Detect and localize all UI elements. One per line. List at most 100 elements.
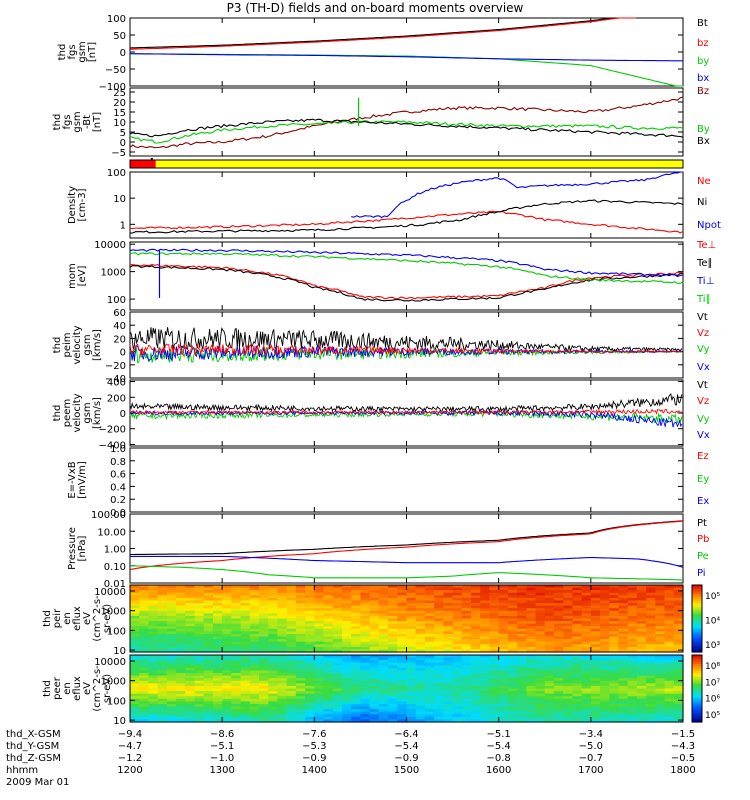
spectrogram-cell: [130, 662, 140, 666]
spectrogram-cell: [489, 615, 500, 620]
spectrogram-cell: [240, 667, 251, 672]
spectrogram-cell: [378, 716, 389, 721]
spectrogram-cell: [471, 633, 481, 638]
spectrogram-cell: [286, 714, 297, 718]
spectrogram-cell: [378, 685, 389, 690]
spectrogram-cell: [618, 688, 629, 692]
spectrogram-cell: [212, 680, 223, 684]
spectrogram-cell: [388, 709, 398, 713]
spectrogram-cell: [259, 670, 269, 674]
spectrogram-cell: [526, 670, 537, 674]
spectrogram-cell: [636, 600, 647, 604]
spectrogram-cell: [434, 714, 444, 718]
spectrogram-cell: [139, 670, 150, 674]
spectrogram-cell: [406, 688, 417, 692]
spectrogram-cell: [203, 709, 214, 713]
spectrogram-cell: [655, 615, 666, 620]
spectrogram-cell: [240, 605, 251, 609]
y-tick-label: 1000: [101, 607, 126, 618]
spectrogram-cell: [185, 587, 196, 591]
y-tick-label: 5: [120, 128, 126, 139]
spectrogram-cell: [166, 662, 177, 666]
y-axis-label: sr-eV): [102, 674, 113, 703]
spectrogram-cell: [166, 618, 177, 622]
spectrogram-cell: [600, 706, 610, 710]
spectrogram-cell: [609, 662, 620, 666]
spectrogram-cell: [231, 719, 242, 723]
spectrogram-cell: [590, 688, 601, 692]
spectrogram-cell: [609, 603, 620, 607]
spectrogram-cell: [222, 587, 232, 591]
spectrogram-cell: [295, 696, 306, 700]
y-tick-label: 1: [120, 220, 126, 231]
legend-entry-0: Bt: [697, 18, 708, 29]
spectrogram-cell: [600, 665, 610, 669]
spectrogram-cell: [231, 701, 242, 705]
spectrogram-cell: [305, 636, 315, 640]
spectrogram-cell: [130, 649, 140, 653]
spectrogram-cell: [480, 719, 491, 723]
spectrogram-cell: [166, 626, 177, 630]
spectrogram-cell: [636, 633, 647, 638]
spectrogram-cell: [517, 675, 527, 679]
spectrogram-cell: [581, 696, 592, 700]
spectrogram-cell: [332, 670, 343, 674]
spectrogram-cell: [222, 603, 232, 607]
spectrogram-cell: [351, 670, 362, 674]
spectrogram-cell: [185, 597, 196, 602]
spectrogram-cell: [360, 693, 371, 697]
spectrogram-cell: [388, 706, 398, 710]
spectrogram-cell: [424, 667, 435, 672]
spectrogram-cell: [166, 623, 177, 627]
spectrogram-cell: [212, 592, 223, 596]
spectrogram-cell: [498, 631, 509, 635]
spectrogram-cell: [148, 615, 159, 620]
spectrogram-cell: [526, 636, 537, 640]
spectrogram-cell: [157, 595, 168, 599]
spectrogram-cell: [609, 701, 620, 705]
colorbar-cell: [692, 708, 702, 712]
spectrogram-cell: [157, 693, 168, 697]
spectrogram-cell: [581, 623, 592, 627]
spectrogram-cell: [544, 662, 555, 666]
y-tick-label: 0: [120, 48, 126, 59]
spectrogram-cell: [185, 641, 196, 645]
spectrogram-cell: [166, 597, 177, 602]
spectrogram-cell: [553, 597, 564, 602]
spectrogram-cell: [295, 603, 306, 607]
spectrogram-cell: [203, 592, 214, 596]
colorbar-cell: [692, 587, 702, 591]
spectrogram-cell: [590, 711, 601, 715]
spectrogram-cell: [471, 670, 481, 674]
spectrogram-cell: [627, 673, 638, 677]
spectrogram-cell: [148, 673, 159, 677]
spectrogram-cell: [378, 670, 389, 674]
spectrogram-cell: [231, 615, 242, 620]
spectrogram-cell: [434, 605, 444, 609]
spectrogram-cell: [443, 600, 454, 604]
spectrogram-cell: [185, 670, 196, 674]
spectrogram-cell: [517, 673, 527, 677]
spectrogram-cell: [369, 613, 380, 617]
spectrogram-cell: [581, 641, 592, 645]
spectrogram-cell: [203, 605, 214, 609]
spectrogram-cell: [185, 698, 196, 702]
spectrogram-cell: [332, 597, 343, 602]
spectrogram-cell: [268, 670, 279, 674]
spectrogram-cell: [378, 680, 389, 684]
spectrogram-cell: [563, 693, 573, 697]
spectrogram-cell: [544, 631, 555, 635]
spectrogram-cell: [471, 610, 481, 614]
spectrogram-cell: [664, 680, 675, 684]
spectrogram-cell: [655, 693, 666, 697]
spectrogram-cell: [544, 585, 555, 589]
spectrogram-cell: [646, 696, 656, 700]
spectrogram-cell: [249, 719, 260, 723]
spectrogram-cell: [148, 633, 159, 638]
spectrogram-cell: [388, 621, 398, 625]
spectrogram-cell: [646, 631, 656, 635]
spectrogram-cell: [240, 673, 251, 677]
spectrogram-cell: [572, 633, 583, 638]
spectrogram-cell: [212, 706, 223, 710]
spectrogram-cell: [378, 667, 389, 672]
